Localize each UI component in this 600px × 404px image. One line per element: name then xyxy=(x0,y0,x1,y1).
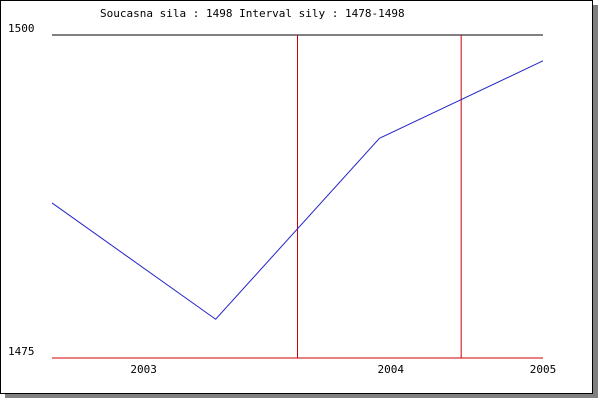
x-tick-label: 2003 xyxy=(130,363,157,376)
x-tick-label: 2004 xyxy=(378,363,405,376)
x-tick-label: 2005 xyxy=(530,363,557,376)
frame xyxy=(0,0,593,394)
y-tick-label: 1475 xyxy=(8,345,35,358)
y-tick-label: 1500 xyxy=(8,22,35,35)
chart-title: Soucasna sila : 1498 Interval sily : 147… xyxy=(100,7,405,20)
data-line xyxy=(51,60,544,320)
